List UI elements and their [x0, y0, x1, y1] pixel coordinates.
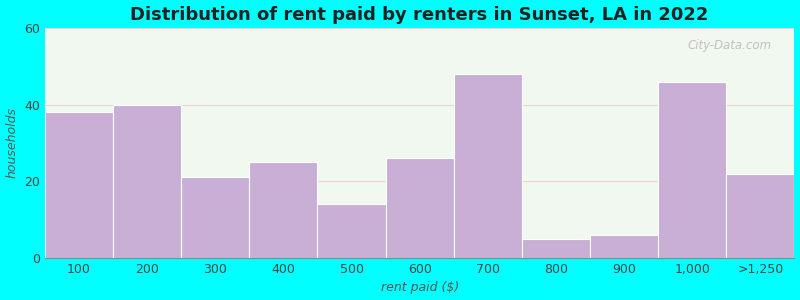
Bar — [658, 82, 726, 258]
Bar — [590, 235, 658, 258]
Bar — [522, 239, 590, 258]
Text: City-Data.com: City-Data.com — [688, 39, 772, 52]
Bar — [386, 158, 454, 258]
Bar — [250, 162, 318, 258]
Bar — [454, 74, 522, 258]
Title: Distribution of rent paid by renters in Sunset, LA in 2022: Distribution of rent paid by renters in … — [130, 6, 709, 24]
Bar — [45, 112, 113, 258]
X-axis label: rent paid ($): rent paid ($) — [381, 281, 458, 294]
Bar — [318, 204, 386, 258]
Bar — [181, 178, 250, 258]
Bar — [726, 174, 794, 258]
Bar — [113, 105, 181, 258]
Y-axis label: households: households — [6, 107, 18, 178]
